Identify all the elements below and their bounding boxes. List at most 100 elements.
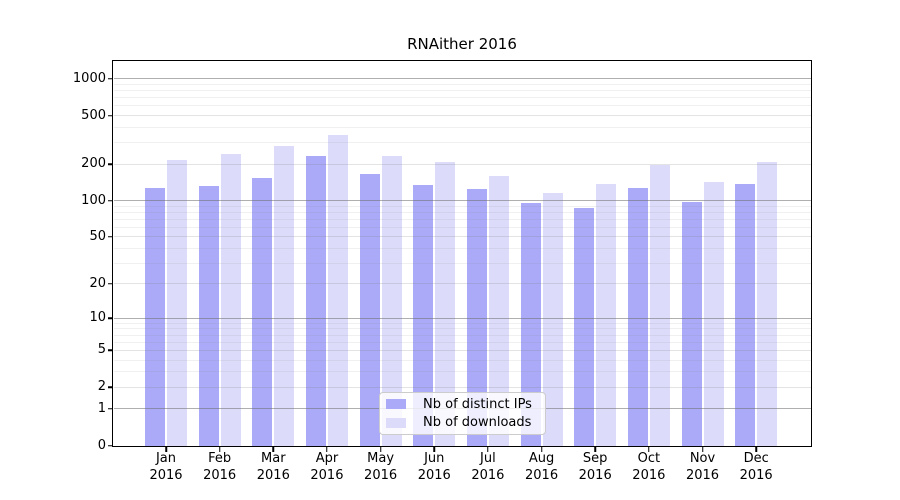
month-label: Oct [637, 451, 661, 466]
gridline-2 [113, 386, 811, 388]
month-label: Jun [424, 451, 445, 466]
month-label: Jan [155, 451, 177, 466]
gridline-1000 [113, 78, 811, 80]
x-tick-label-mar: Mar 2016 [238, 451, 308, 484]
bar-jun-distinct-ips [413, 185, 434, 446]
month-label: Sep [582, 451, 608, 466]
legend: Nb of distinct IPs Nb of downloads [379, 392, 546, 435]
gridline-300 [113, 142, 811, 144]
y-tick-mark-2 [107, 386, 113, 388]
x-tick-mark-jun [433, 447, 435, 452]
year-label: 2016 [578, 467, 612, 483]
x-tick-mark-nov [701, 447, 704, 452]
gridline-30 [113, 262, 811, 264]
gridline-500 [113, 115, 811, 117]
y-tick-mark-5 [107, 349, 113, 352]
year-label: 2016 [632, 467, 666, 483]
bar-aug-downloads [542, 193, 563, 446]
gridline-40 [113, 247, 811, 249]
bar-jan-distinct-ips [145, 188, 165, 446]
legend-swatch-icon [386, 399, 406, 410]
x-tick-mark-aug [540, 447, 543, 452]
gridline-3 [113, 371, 811, 373]
y-tick-label-5: 5 [97, 342, 106, 358]
year-label: 2016 [364, 467, 398, 483]
y-tick-mark-100 [107, 199, 113, 202]
y-tick-label-1: 1 [97, 400, 106, 416]
bar-feb-downloads [220, 153, 241, 446]
bar-sep-downloads [596, 184, 617, 446]
bar-oct-distinct-ips [627, 188, 648, 446]
gridline-60 [113, 226, 811, 228]
y-tick-label-500: 500 [81, 107, 106, 123]
bar-dec-downloads [757, 162, 778, 446]
legend-swatch-icon [386, 417, 406, 428]
x-tick-label-jan: Jan 2016 [131, 451, 201, 484]
bar-apr-distinct-ips [305, 155, 326, 446]
x-tick-label-may: May 2016 [346, 451, 416, 484]
year-label: 2016 [310, 467, 344, 483]
gridline-20 [113, 283, 811, 285]
legend-row-distinct-ips: Nb of distinct IPs [386, 397, 545, 412]
gridline-900 [113, 83, 811, 85]
bar-nov-downloads [703, 181, 724, 446]
bar-apr-downloads [327, 135, 348, 446]
gridline-700 [113, 97, 811, 99]
bar-mar-downloads [274, 145, 295, 446]
y-tick-mark-200 [107, 163, 113, 165]
gridline-50 [113, 236, 811, 238]
y-tick-label-20: 20 [89, 275, 106, 291]
year-label: 2016 [149, 467, 183, 483]
month-label: Feb [208, 451, 232, 466]
y-tick-mark-0 [107, 444, 113, 447]
gridline-600 [113, 105, 811, 107]
gridline-100 [113, 200, 811, 202]
year-label: 2016 [203, 467, 237, 483]
gridline-7 [113, 334, 811, 336]
legend-label: Nb of downloads [423, 415, 532, 431]
y-tick-label-200: 200 [81, 155, 106, 171]
plot-area [113, 61, 811, 446]
x-tick-mark-dec [755, 447, 757, 452]
bar-jul-downloads [488, 175, 509, 446]
gridline-800 [113, 90, 811, 92]
bars-layer [114, 61, 811, 446]
year-label: 2016 [739, 467, 773, 483]
bar-may-downloads [381, 156, 402, 446]
bar-jun-downloads [435, 161, 456, 446]
bar-may-distinct-ips [359, 174, 380, 446]
year-label: 2016 [685, 467, 720, 483]
year-label: 2016 [471, 467, 505, 483]
legend-label: Nb of distinct IPs [423, 396, 532, 412]
month-label: Dec [743, 451, 769, 466]
x-tick-label-sep: Sep 2016 [560, 451, 630, 484]
gridline-10 [113, 317, 811, 319]
month-label: Aug [528, 451, 555, 466]
y-tick-mark-500 [107, 114, 113, 117]
x-tick-mark-apr [326, 447, 328, 452]
bar-nov-distinct-ips [681, 201, 702, 446]
x-tick-mark-jan [165, 447, 167, 452]
x-tick-mark-may [379, 447, 382, 452]
grid-layer [113, 61, 811, 446]
x-tick-label-nov: Nov 2016 [668, 451, 738, 484]
year-label: 2016 [525, 467, 559, 483]
year-label: 2016 [256, 467, 290, 483]
gridline-70 [113, 218, 811, 220]
y-tick-label-0: 0 [97, 437, 106, 453]
bar-sep-distinct-ips [574, 207, 595, 446]
x-tick-label-dec: Dec 2016 [721, 451, 791, 484]
x-tick-label-feb: Feb 2016 [185, 451, 255, 484]
year-label: 2016 [417, 467, 451, 483]
gridline-9 [113, 322, 811, 324]
y-tick-mark-50 [107, 236, 113, 238]
gridline-400 [113, 126, 811, 128]
gridline-200 [113, 163, 811, 165]
bar-oct-downloads [649, 165, 670, 446]
x-tick-label-jul: Jul 2016 [453, 451, 523, 484]
gridline-90 [113, 205, 811, 207]
x-tick-label-oct: Oct 2016 [614, 451, 684, 484]
y-tick-mark-10 [107, 317, 113, 319]
y-tick-mark-1 [107, 407, 113, 410]
